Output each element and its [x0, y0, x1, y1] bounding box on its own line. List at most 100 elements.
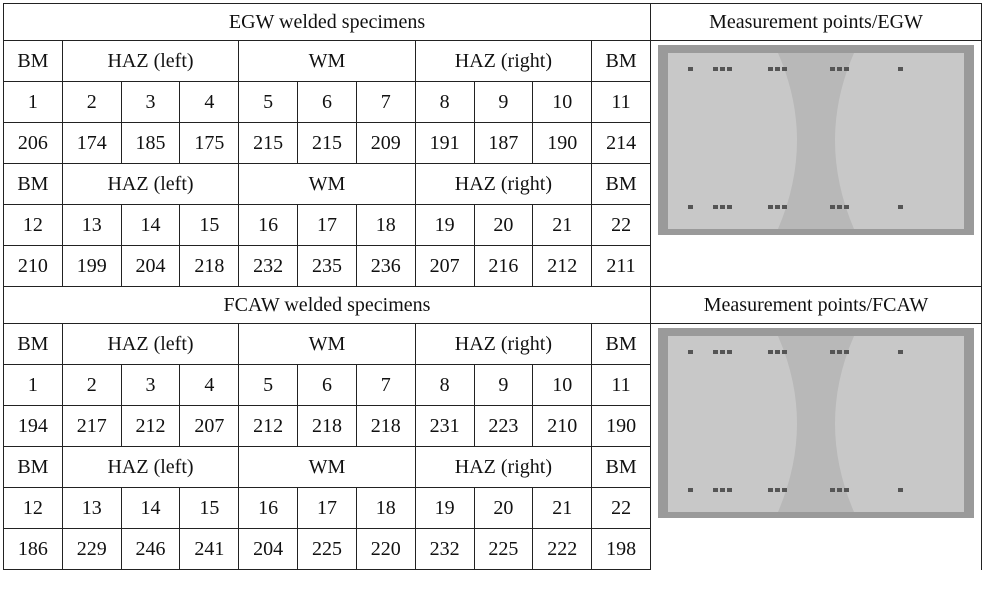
point-number: 19 [415, 488, 474, 529]
hardness-value: 232 [415, 529, 474, 570]
point-number: 4 [180, 365, 239, 406]
group-label: BM [4, 41, 63, 82]
point-number: 6 [298, 82, 357, 123]
hardness-value: 218 [298, 406, 357, 447]
image-caption: Measurement points/FCAW [651, 287, 982, 324]
point-number: 8 [415, 82, 474, 123]
hardness-value: 246 [121, 529, 180, 570]
group-label: BM [592, 164, 651, 205]
point-number: 19 [415, 205, 474, 246]
point-number: 11 [592, 365, 651, 406]
point-number: 15 [180, 488, 239, 529]
hardness-value: 175 [180, 123, 239, 164]
group-label: BM [592, 41, 651, 82]
hardness-value: 210 [4, 246, 63, 287]
hardness-value: 185 [121, 123, 180, 164]
hardness-value: 212 [121, 406, 180, 447]
point-number: 13 [62, 488, 121, 529]
point-number: 22 [592, 205, 651, 246]
point-number: 12 [4, 488, 63, 529]
group-label: WM [239, 447, 415, 488]
image-cell [651, 41, 982, 287]
point-number: 21 [533, 205, 592, 246]
group-label: HAZ (left) [62, 324, 238, 365]
group-label: BM [4, 447, 63, 488]
hardness-value: 204 [239, 529, 298, 570]
hardness-value: 198 [592, 529, 651, 570]
point-number: 16 [239, 488, 298, 529]
point-number: 5 [239, 365, 298, 406]
group-label: HAZ (left) [62, 164, 238, 205]
point-number: 13 [62, 205, 121, 246]
specimen-photo [658, 45, 974, 235]
hardness-value: 210 [533, 406, 592, 447]
point-number: 5 [239, 82, 298, 123]
group-label: HAZ (right) [415, 324, 591, 365]
group-label: BM [4, 164, 63, 205]
point-number: 22 [592, 488, 651, 529]
point-number: 3 [121, 365, 180, 406]
point-number: 21 [533, 488, 592, 529]
group-label: HAZ (left) [62, 41, 238, 82]
group-label: WM [239, 41, 415, 82]
point-number: 4 [180, 82, 239, 123]
section-title: FCAW welded specimens [4, 287, 651, 324]
hardness-value: 223 [474, 406, 533, 447]
point-number: 1 [4, 82, 63, 123]
point-number: 7 [356, 82, 415, 123]
hardness-value: 225 [298, 529, 357, 570]
group-label: WM [239, 324, 415, 365]
hardness-value: 217 [62, 406, 121, 447]
hardness-value: 229 [62, 529, 121, 570]
group-label: HAZ (right) [415, 41, 591, 82]
hardness-value: 231 [415, 406, 474, 447]
point-number: 3 [121, 82, 180, 123]
point-number: 9 [474, 82, 533, 123]
hardness-value: 211 [592, 246, 651, 287]
hardness-value: 212 [533, 246, 592, 287]
hardness-value: 214 [592, 123, 651, 164]
group-label: HAZ (right) [415, 164, 591, 205]
point-number: 18 [356, 205, 415, 246]
hardness-value: 174 [62, 123, 121, 164]
hardness-value: 207 [180, 406, 239, 447]
point-number: 15 [180, 205, 239, 246]
hardness-value: 199 [62, 246, 121, 287]
point-number: 8 [415, 365, 474, 406]
hardness-value: 222 [533, 529, 592, 570]
group-label: HAZ (left) [62, 447, 238, 488]
hardness-value: 220 [356, 529, 415, 570]
hardness-value: 207 [415, 246, 474, 287]
hardness-value: 215 [298, 123, 357, 164]
hardness-value: 218 [356, 406, 415, 447]
hardness-value: 194 [4, 406, 63, 447]
hardness-value: 225 [474, 529, 533, 570]
point-number: 20 [474, 205, 533, 246]
hardness-value: 190 [533, 123, 592, 164]
hardness-value: 241 [180, 529, 239, 570]
hardness-value: 190 [592, 406, 651, 447]
point-number: 11 [592, 82, 651, 123]
hardness-table: EGW welded specimensMeasurement points/E… [3, 3, 982, 570]
point-number: 17 [298, 205, 357, 246]
group-label: HAZ (right) [415, 447, 591, 488]
image-cell [651, 324, 982, 570]
hardness-value: 235 [298, 246, 357, 287]
point-number: 12 [4, 205, 63, 246]
point-number: 18 [356, 488, 415, 529]
group-label: BM [4, 324, 63, 365]
image-caption: Measurement points/EGW [651, 4, 982, 41]
point-number: 9 [474, 365, 533, 406]
point-number: 6 [298, 365, 357, 406]
point-number: 17 [298, 488, 357, 529]
hardness-value: 186 [4, 529, 63, 570]
hardness-value: 216 [474, 246, 533, 287]
section-title: EGW welded specimens [4, 4, 651, 41]
group-label: WM [239, 164, 415, 205]
point-number: 10 [533, 365, 592, 406]
hardness-value: 206 [4, 123, 63, 164]
hardness-value: 187 [474, 123, 533, 164]
